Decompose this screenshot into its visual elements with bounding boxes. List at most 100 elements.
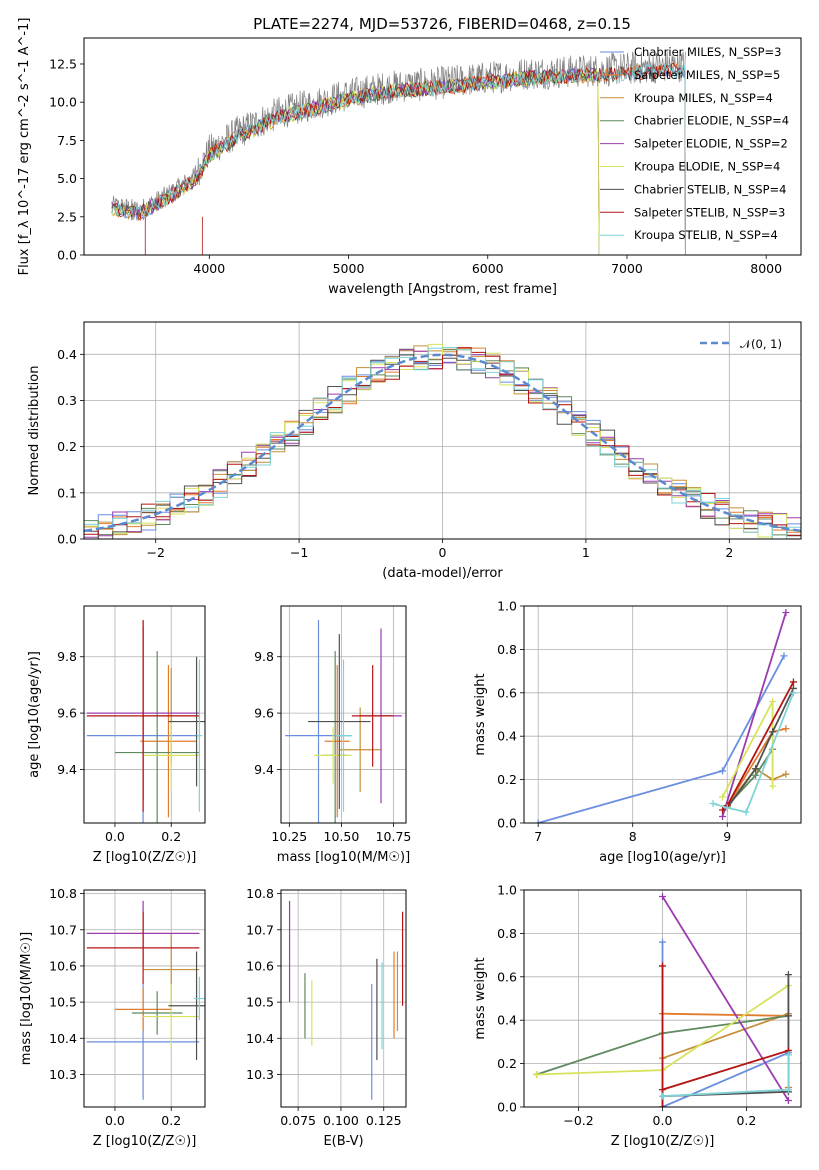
legend-entry: Salpeter ELODIE, N_SSP=2 (634, 137, 788, 151)
weight-point-marker (719, 806, 727, 814)
y-tick-label: 10.5 (49, 995, 77, 1010)
panel-residuals: −2 −1 0 1 2 0.0 0.1 0.2 0.3 0.4 (data-model)/error… (27, 321, 802, 581)
y-tick-label: 7.5 (57, 133, 77, 148)
y-tick-label: 0.6 (497, 969, 517, 984)
weight-point-marker (723, 804, 731, 812)
x-axis-label: wavelength [Angstrom, rest frame] (328, 282, 557, 297)
x-tick-label: 0.2 (736, 1113, 756, 1128)
panel-spectrum: 4000 5000 6000 7000 8000 0.0 2.5 5.0 7.5 10.0 12.5… (17, 18, 802, 297)
y-axis-label: Normed distribution (27, 366, 42, 496)
y-tick-label: 10.0 (49, 95, 77, 110)
y-tick-label: 12.5 (49, 56, 77, 71)
x-tick-label: 0.100 (323, 1113, 359, 1128)
axes-frame (83, 889, 206, 1108)
axes-frame (280, 889, 407, 1108)
weight-point-marker (534, 819, 542, 823)
x-tick-label: 0.0 (653, 1113, 673, 1128)
x-axis-label: mass [log10(M/M☉)] (277, 850, 410, 865)
panel-weight-vs-Z: −0.2 0.0 0.2 0.0 0.2 0.4 0.6 0.8 1.0 Z [log10(Z/Z… (473, 883, 802, 1149)
y-tick-label: 0.2 (57, 439, 77, 454)
panel-mass-vs-Z: 0.0 0.2 10.3 10.4 10.5 10.6 10.7 10.8 Z [log10(Z… (19, 886, 206, 1149)
axes-frame (280, 605, 407, 824)
x-tick-label: −1 (290, 545, 308, 560)
weight-point-marker (782, 725, 790, 733)
weight-point-marker (780, 652, 788, 660)
y-axis-label: mass [log10(M/M☉)] (19, 932, 34, 1065)
x-tick-label: 10.75 (376, 829, 412, 844)
y-axis-label: mass weight (473, 957, 488, 1039)
weight-series-line-9 (712, 692, 795, 814)
y-tick-label: 0.1 (57, 485, 77, 500)
weight-series-line-5 (661, 896, 790, 1101)
legend-entry: Salpeter MILES, N_SSP=5 (634, 68, 780, 82)
weight-point-marker (769, 782, 777, 790)
y-tick-label: 10.6 (246, 958, 274, 973)
weight-point-marker (719, 793, 727, 801)
gaussian-reference-curve (84, 353, 801, 533)
weight-point-marker (784, 971, 792, 979)
weight-series-line-7 (726, 688, 795, 809)
weight-point-marker (752, 771, 760, 779)
weight-point-marker (782, 609, 790, 617)
weight-point-marker (784, 1096, 792, 1104)
y-tick-label: 10.8 (246, 886, 274, 901)
x-tick-label: 8000 (750, 261, 782, 276)
y-tick-label: 0.3 (57, 393, 77, 408)
plot-area (111, 51, 686, 255)
x-tick-label: 0 (439, 545, 447, 560)
x-tick-label: 8 (629, 829, 637, 844)
y-tick-label: 0.2 (497, 1056, 517, 1071)
y-axis-label: mass weight (473, 673, 488, 755)
x-tick-label: 6000 (472, 261, 504, 276)
weight-point-marker (789, 689, 797, 697)
weight-point-marker (784, 1086, 792, 1094)
x-axis-label: Z [log10(Z/Z☉)] (93, 850, 197, 865)
reference-legend-label: 𝒩(0, 1) (740, 337, 782, 351)
panel-mass-vs-EBV: 0.075 0.100 0.125 10.3 10.4 10.5 10.6 10.7 10.8 E… (246, 886, 407, 1149)
weight-point-marker (782, 770, 790, 778)
y-tick-label: 10.5 (246, 995, 274, 1010)
weight-point-marker (769, 728, 777, 736)
x-axis-label: E(B-V) (323, 1134, 363, 1149)
y-tick-label: 1.0 (497, 599, 517, 614)
y-tick-label: 9.4 (254, 762, 274, 777)
legend-entry: Salpeter STELIB, N_SSP=3 (634, 205, 785, 219)
x-axis-label: age [log10(age/yr)] (599, 850, 726, 865)
model-spectrum-line-9 (111, 63, 686, 255)
x-axis-label: Z [log10(Z/Z☉)] (611, 1134, 715, 1149)
weight-series-line-5 (721, 612, 787, 817)
panel-weight-vs-age: 7 8 9 0.0 0.2 0.4 0.6 0.8 1.0 age [log10(age/yr)]… (473, 599, 802, 865)
data-spectrum-line (111, 51, 686, 217)
weight-point-marker (742, 808, 750, 816)
plot-area (534, 609, 797, 823)
plot-area (288, 900, 404, 1100)
y-axis-label: Flux [f_λ 10^-17 erg cm^-2 s^-1 A^-1] (17, 18, 32, 276)
x-tick-label: 9 (723, 829, 731, 844)
legend-entry: Kroupa STELIB, N_SSP=4 (634, 228, 778, 242)
legend-entry: Kroupa MILES, N_SSP=4 (634, 91, 773, 105)
weight-point-marker (752, 765, 760, 773)
plot-area (285, 620, 402, 823)
weight-point-marker (659, 893, 666, 901)
figure-title: PLATE=2274, MJD=53726, FIBERID=0468, z=0… (253, 15, 631, 33)
x-tick-label: −2 (146, 545, 164, 560)
y-tick-label: 0.6 (497, 685, 517, 700)
x-tick-label: 10.25 (271, 829, 307, 844)
x-tick-label: 0.0 (105, 1113, 125, 1128)
x-tick-label: 0.2 (161, 1113, 181, 1128)
y-tick-label: 10.4 (49, 1031, 77, 1046)
y-tick-label: 0.8 (497, 642, 517, 657)
weight-point-marker (533, 1070, 541, 1078)
x-tick-label: 4000 (193, 261, 225, 276)
x-tick-label: 5000 (333, 261, 365, 276)
axes-frame (83, 605, 206, 824)
legend-entry: Chabrier STELIB, N_SSP=4 (634, 182, 786, 196)
x-tick-label: 0.125 (366, 1113, 402, 1128)
y-tick-label: 0.4 (497, 1013, 517, 1028)
plot-area (86, 900, 205, 1100)
weight-point-marker (659, 1092, 666, 1100)
y-tick-label: 10.7 (49, 922, 77, 937)
x-tick-label: 0.0 (105, 829, 125, 844)
legend-entry: Chabrier MILES, N_SSP=3 (634, 45, 781, 59)
